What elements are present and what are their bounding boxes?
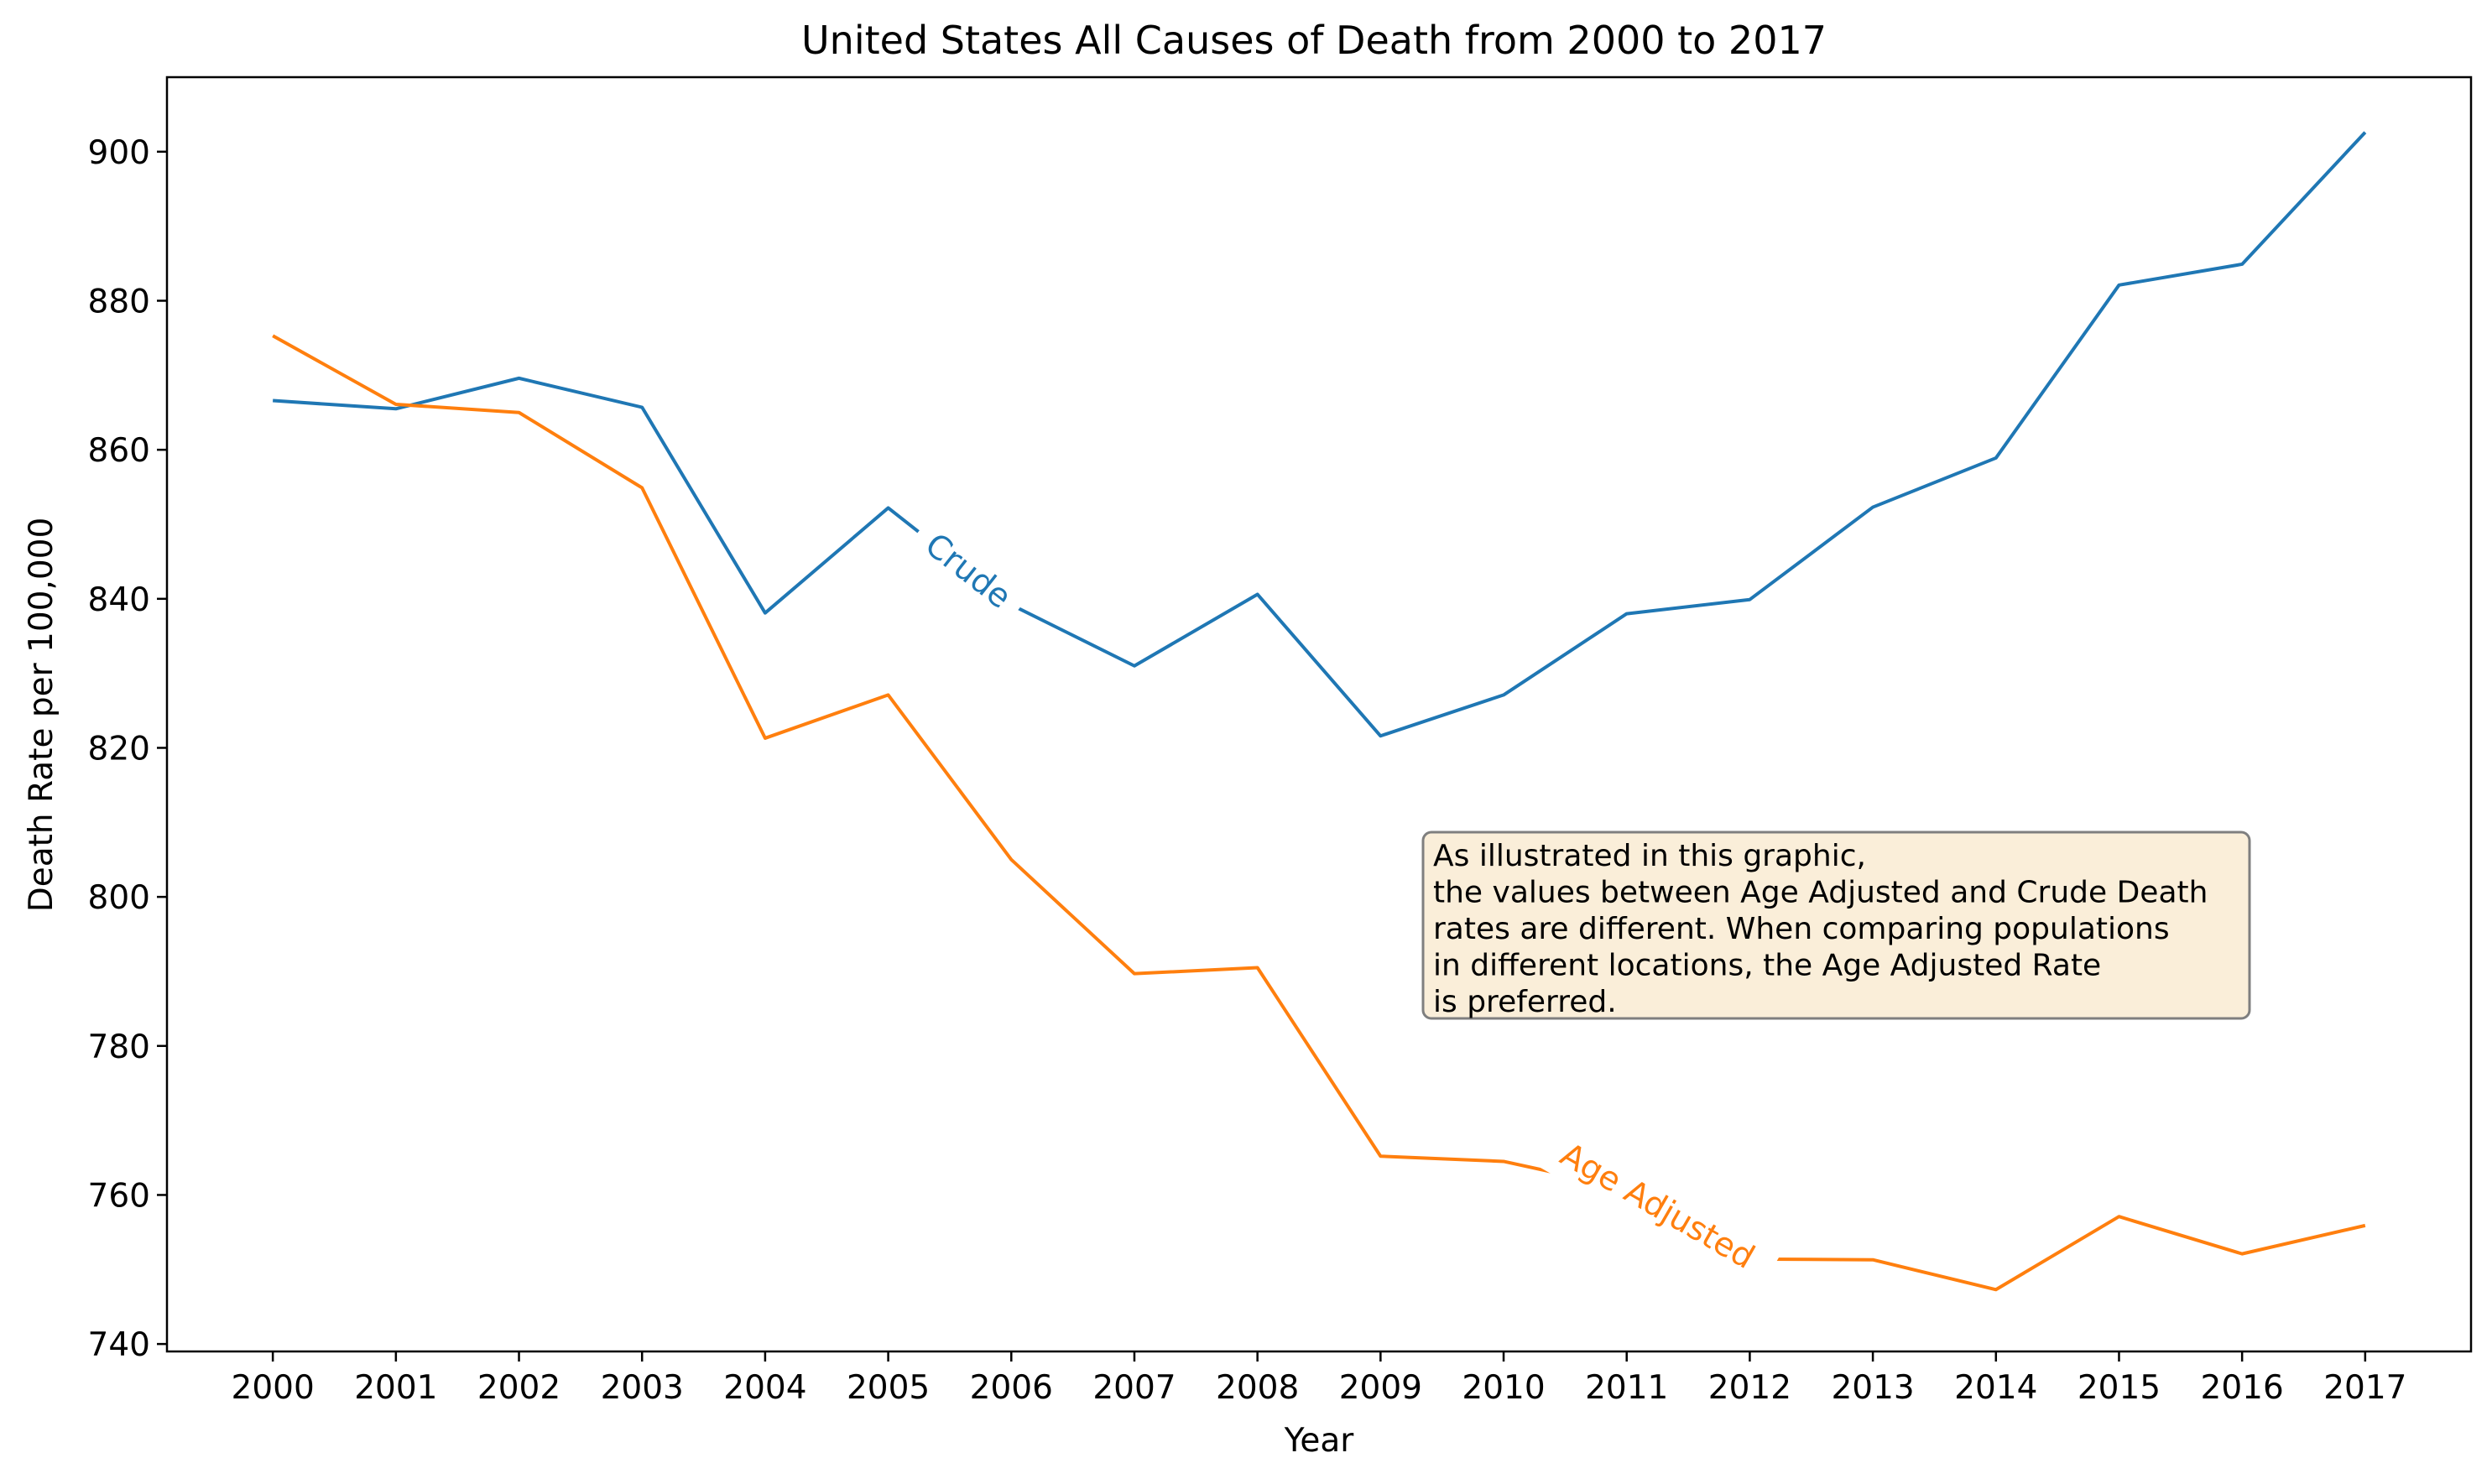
x-tick-label: 2005 — [847, 1369, 930, 1407]
x-tick-label: 2008 — [1216, 1369, 1299, 1407]
x-axis: 2000 2001 2002 2003 2004 2005 2006 2007 2008 2009… — [232, 1351, 2406, 1407]
annotation-line: rates are different. When comparing popu… — [1433, 912, 2170, 946]
plot-frame — [165, 76, 2473, 1353]
annotation-line: is preferred. — [1433, 985, 1617, 1019]
x-axis-title: Year — [1284, 1422, 1355, 1460]
y-tick-label: 900 — [88, 134, 150, 172]
annotation-background — [1421, 831, 2251, 1020]
series-line-age-adjusted — [272, 334, 2366, 1292]
y-tick-label: 760 — [88, 1177, 150, 1215]
x-tick-label: 2011 — [1585, 1369, 1668, 1407]
series-label: Age Adjusted — [1554, 1136, 1761, 1277]
y-tick-label: 740 — [88, 1326, 150, 1364]
y-tick-label: 880 — [88, 283, 150, 320]
x-tick-label: 2016 — [2201, 1369, 2284, 1407]
x-tick-label: 2006 — [970, 1369, 1053, 1407]
x-tick-label: 2003 — [601, 1369, 684, 1407]
y-tick-label: 780 — [88, 1028, 150, 1066]
y-tick-label: 860 — [88, 432, 150, 470]
series-label: Crude — [918, 526, 1019, 617]
y-axis-title: Death Rate per 100,000 — [23, 518, 60, 913]
chart-title: United States All Causes of Death from 2… — [801, 18, 1827, 63]
x-tick-label: 2009 — [1339, 1369, 1422, 1407]
x-tick-label: 2017 — [2323, 1369, 2406, 1407]
y-tick-label: 840 — [88, 581, 150, 619]
y-tick-label: 820 — [88, 730, 150, 768]
series-line-crude — [273, 131, 2367, 738]
annotation-line: the values between Age Adjusted and Crud… — [1433, 876, 2208, 910]
x-tick-label: 2012 — [1708, 1369, 1791, 1407]
y-axis: 740 760 780 800 820 840 860 880 900 — [88, 134, 167, 1364]
x-tick-label: 2010 — [1462, 1369, 1545, 1407]
annotation-line: As illustrated in this graphic, — [1433, 839, 1866, 873]
x-tick-label: 2004 — [723, 1369, 806, 1407]
x-tick-label: 2001 — [354, 1369, 437, 1407]
x-tick-label: 2013 — [1831, 1369, 1914, 1407]
x-tick-label: 2002 — [477, 1369, 560, 1407]
x-tick-label: 2007 — [1092, 1369, 1176, 1407]
y-tick-label: 800 — [88, 879, 150, 917]
annotation-box: As illustrated in this graphic,the value… — [1421, 831, 2251, 1020]
annotation-line: in different locations, the Age Adjusted… — [1433, 949, 2101, 983]
x-tick-label: 2000 — [232, 1369, 315, 1407]
x-tick-label: 2015 — [2078, 1369, 2161, 1407]
x-tick-label: 2014 — [1954, 1369, 2037, 1407]
